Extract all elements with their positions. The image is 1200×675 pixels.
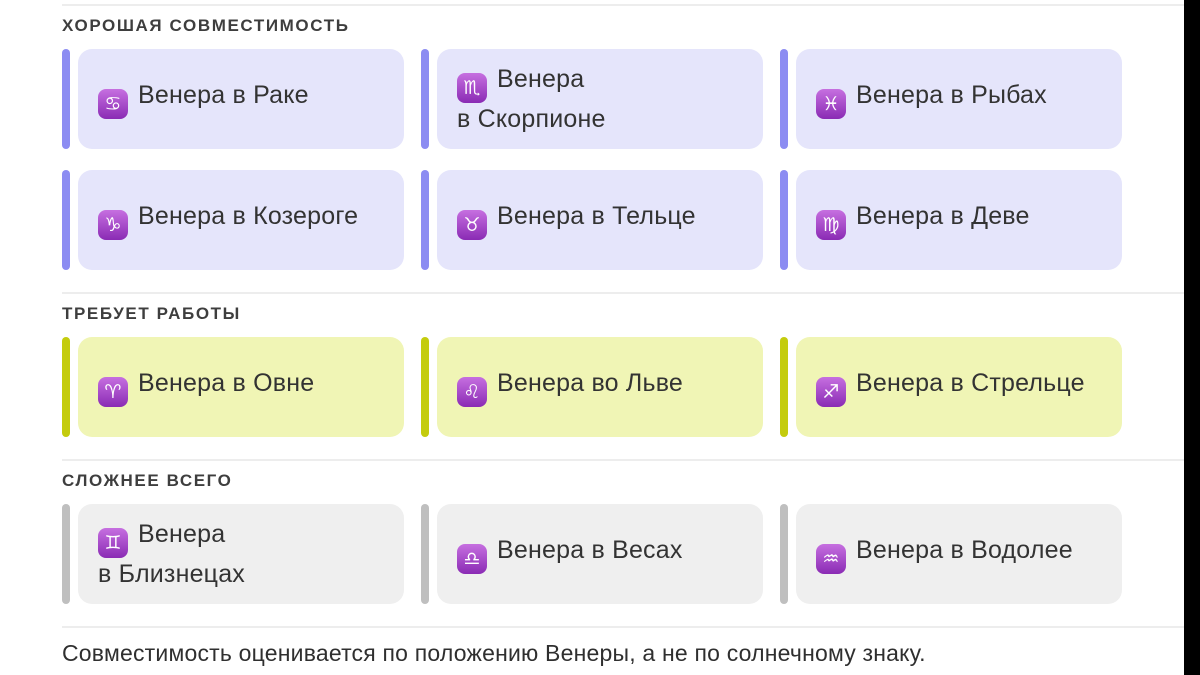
card-body: ♉ Венера в Тельце — [437, 170, 763, 270]
sagittarius-card[interactable]: ♐ Венера в Стрельце — [780, 337, 1122, 437]
sign-card-label: Венера в Водолее — [856, 536, 1073, 564]
capricorn-card[interactable]: ♑ Венера в Козероге — [62, 170, 404, 270]
card-accent-bar — [421, 337, 429, 437]
card-accent-bar — [780, 170, 788, 270]
card-content: ♎ Венера в Весах — [457, 534, 683, 574]
section-title: ХОРОШАЯ СОВМЕСТИМОСТЬ — [62, 16, 350, 35]
sign-card-label: Венера в Близнецах — [98, 519, 245, 588]
aries-card[interactable]: ♈ Венера в Овне — [62, 337, 404, 437]
card-body: ♍ Венера в Деве — [796, 170, 1122, 270]
leo-icon: ♌ — [457, 377, 487, 407]
card-accent-bar — [62, 170, 70, 270]
card-body: ♓ Венера в Рыбах — [796, 49, 1122, 149]
section-hard: СЛОЖНЕЕ ВСЕГО ♊ Венера в Близнецах ♎ Венер… — [62, 459, 1184, 626]
card-body: ♐ Венера в Стрельце — [796, 337, 1122, 437]
sign-card-label: Венера в Овне — [138, 369, 315, 397]
section-work: ТРЕБУЕТ РАБОТЫ ♈ Венера в Овне ♌ Венера во… — [62, 292, 1184, 459]
gemini-icon: ♊ — [98, 527, 128, 558]
sign-card-label: Венера в Тельце — [497, 202, 696, 230]
card-body: ♑ Венера в Козероге — [78, 170, 404, 270]
card-body: ♒ Венера в Водолее — [796, 504, 1122, 604]
sign-card-label: Венера в Скорпионе — [457, 64, 606, 133]
scorpio-card[interactable]: ♏ Венера в Скорпионе — [421, 49, 763, 149]
pisces-icon: ♓ — [816, 89, 846, 119]
libra-card[interactable]: ♎ Венера в Весах — [421, 504, 763, 604]
scorpio-icon: ♏ — [457, 72, 487, 103]
leo-card[interactable]: ♌ Венера во Льве — [421, 337, 763, 437]
gemini-card[interactable]: ♊ Венера в Близнецах — [62, 504, 404, 604]
card-content: ♑ Венера в Козероге — [98, 200, 358, 240]
cards-grid: ♊ Венера в Близнецах ♎ Венера в Весах ♒ Вен… — [62, 504, 1122, 626]
card-content: ♌ Венера во Льве — [457, 367, 683, 407]
taurus-card[interactable]: ♉ Венера в Тельце — [421, 170, 763, 270]
pisces-card[interactable]: ♓ Венера в Рыбах — [780, 49, 1122, 149]
aquarius-icon: ♒ — [816, 544, 846, 574]
sign-card-label: Венера в Раке — [138, 81, 309, 109]
sign-card-label: Венера в Рыбах — [856, 81, 1047, 109]
section-good: ХОРОШАЯ СОВМЕСТИМОСТЬ ♋ Венера в Раке ♏ Ве… — [62, 4, 1184, 292]
card-content: ♓ Венера в Рыбах — [816, 79, 1047, 119]
card-accent-bar — [421, 504, 429, 604]
card-body: ♏ Венера в Скорпионе — [437, 49, 763, 149]
card-content: ♒ Венера в Водолее — [816, 534, 1073, 574]
sign-card-label: Венера в Деве — [856, 202, 1030, 230]
card-body: ♈ Венера в Овне — [78, 337, 404, 437]
card-content: ♏ Венера в Скорпионе — [457, 63, 606, 136]
sign-card-label: Венера во Льве — [497, 369, 684, 397]
virgo-icon: ♍ — [816, 210, 846, 240]
cancer-icon: ♋ — [98, 89, 128, 119]
right-letterbox-bar — [1184, 0, 1200, 675]
card-accent-bar — [62, 337, 70, 437]
card-content: ♍ Венера в Деве — [816, 200, 1030, 240]
sign-card-label: Венера в Стрельце — [856, 369, 1085, 397]
libra-icon: ♎ — [457, 544, 487, 574]
aries-icon: ♈ — [98, 377, 128, 407]
sections-list: ХОРОШАЯ СОВМЕСТИМОСТЬ ♋ Венера в Раке ♏ Ве… — [62, 4, 1184, 626]
card-accent-bar — [780, 337, 788, 437]
sign-card-label: Венера в Козероге — [138, 202, 359, 230]
card-content: ♋ Венера в Раке — [98, 79, 309, 119]
virgo-card[interactable]: ♍ Венера в Деве — [780, 170, 1122, 270]
section-title: ТРЕБУЕТ РАБОТЫ — [62, 304, 241, 323]
taurus-icon: ♉ — [457, 210, 487, 240]
cards-grid: ♈ Венера в Овне ♌ Венера во Льве ♐ Венера в… — [62, 337, 1122, 459]
card-body: ♎ Венера в Весах — [437, 504, 763, 604]
footnote-text: Совместимость оценивается по положению В… — [62, 640, 926, 666]
card-body: ♊ Венера в Близнецах — [78, 504, 404, 604]
card-accent-bar — [421, 49, 429, 149]
cancer-card[interactable]: ♋ Венера в Раке — [62, 49, 404, 149]
card-content: ♉ Венера в Тельце — [457, 200, 696, 240]
card-content: ♐ Венера в Стрельце — [816, 367, 1085, 407]
card-accent-bar — [62, 49, 70, 149]
footnote-block: Совместимость оценивается по положению В… — [62, 626, 1184, 667]
sign-card-label: Венера в Весах — [497, 536, 683, 564]
card-accent-bar — [62, 504, 70, 604]
compatibility-panel: ХОРОШАЯ СОВМЕСТИМОСТЬ ♋ Венера в Раке ♏ Ве… — [62, 0, 1184, 667]
card-accent-bar — [780, 49, 788, 149]
sagittarius-icon: ♐ — [816, 377, 846, 407]
card-accent-bar — [780, 504, 788, 604]
section-title: СЛОЖНЕЕ ВСЕГО — [62, 471, 233, 490]
aquarius-card[interactable]: ♒ Венера в Водолее — [780, 504, 1122, 604]
capricorn-icon: ♑ — [98, 210, 128, 240]
card-content: ♊ Венера в Близнецах — [98, 518, 245, 591]
card-body: ♌ Венера во Льве — [437, 337, 763, 437]
card-accent-bar — [421, 170, 429, 270]
card-content: ♈ Венера в Овне — [98, 367, 314, 407]
cards-grid: ♋ Венера в Раке ♏ Венера в Скорпионе ♓ Вене… — [62, 49, 1122, 292]
card-body: ♋ Венера в Раке — [78, 49, 404, 149]
